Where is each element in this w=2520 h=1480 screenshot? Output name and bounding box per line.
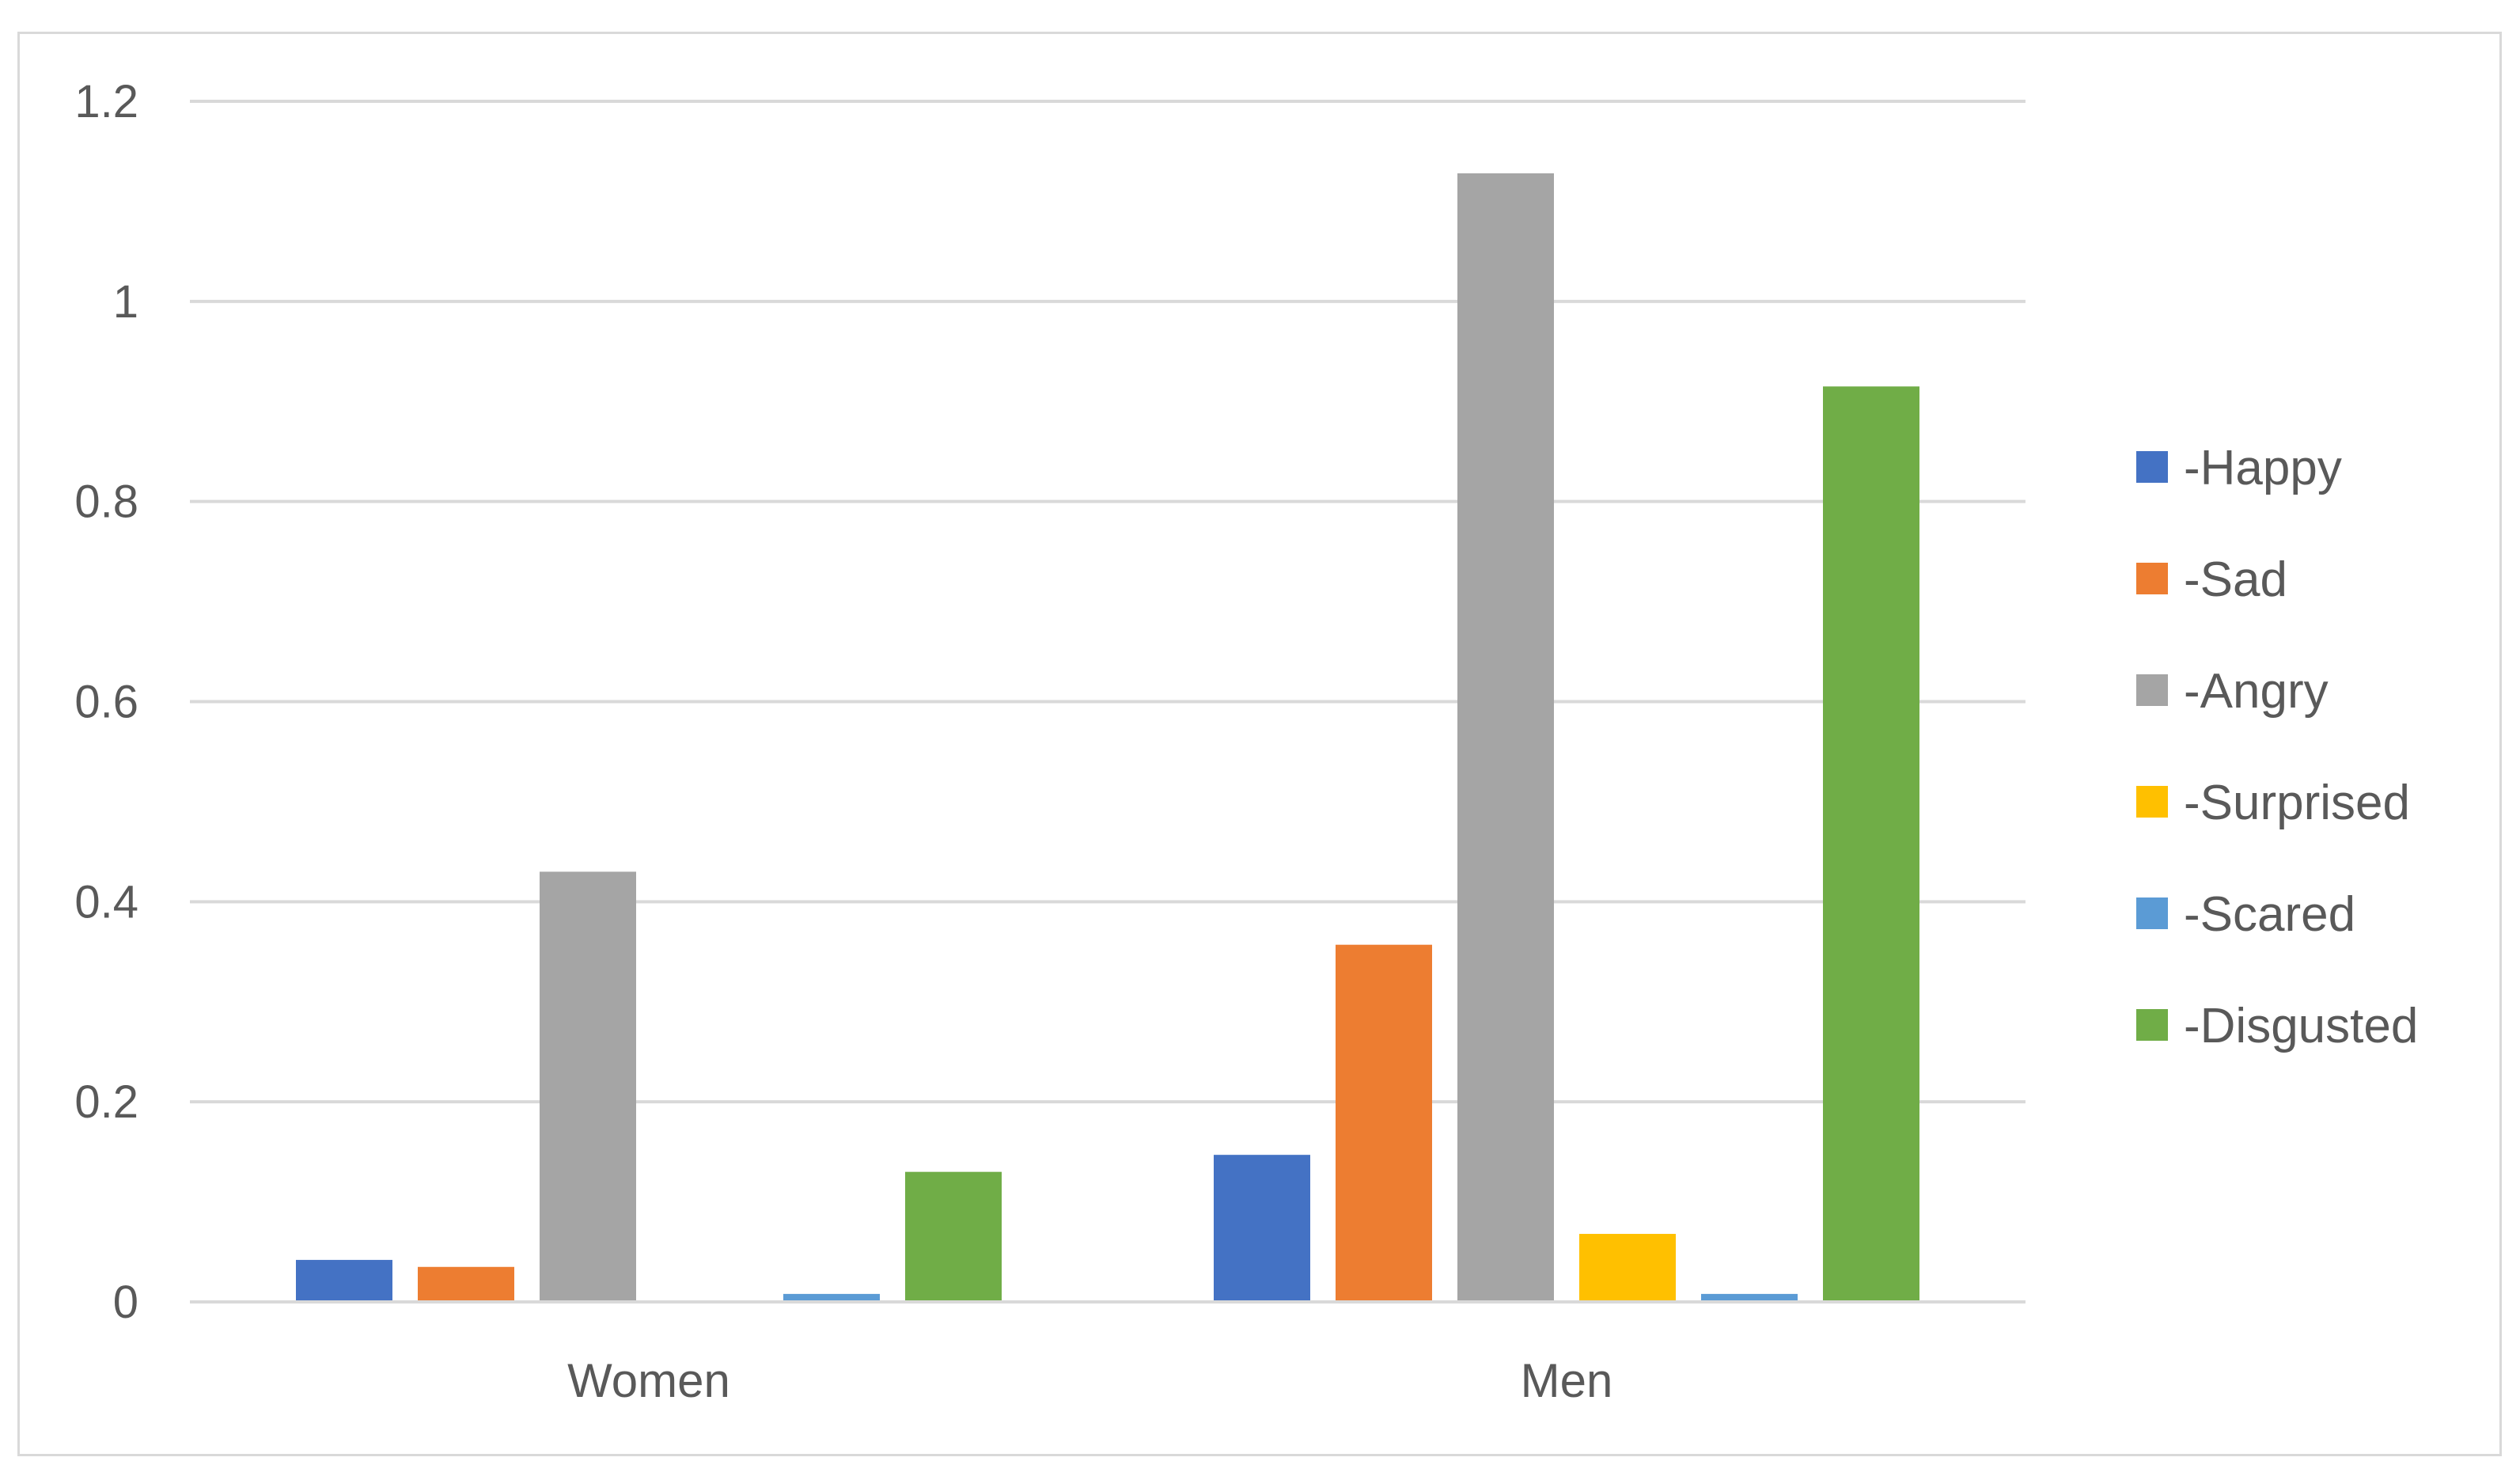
legend-swatch (2136, 674, 2168, 706)
bars (296, 173, 1919, 1303)
legend: -Happy -Sad -Angry -Surprised -Scared -Disgus… (2136, 441, 2418, 1053)
bar-men-disgusted (1823, 386, 1919, 1303)
y-tick-label: 0.2 (74, 1076, 138, 1128)
x-category-label: Women (567, 1354, 730, 1407)
legend-label: -Happy (2184, 441, 2342, 495)
y-tick-label: 0.4 (74, 876, 138, 928)
bar-women-happy (296, 1259, 392, 1302)
legend-swatch (2136, 563, 2168, 594)
x-category-label: Men (1521, 1354, 1613, 1407)
bar-men-sad (1336, 944, 1432, 1302)
legend-swatch (2136, 786, 2168, 818)
legend-label: -Surprised (2184, 776, 2410, 830)
y-axis-tick-labels: 0 0.2 0.4 0.6 0.8 1 1.2 (74, 76, 138, 1328)
legend-label: -Sad (2184, 552, 2287, 607)
y-tick-label: 1.2 (74, 76, 138, 127)
gridlines (190, 100, 2025, 1104)
y-tick-label: 1 (113, 276, 138, 328)
x-axis: Women Men (190, 1300, 2025, 1407)
y-tick-label: 0 (113, 1277, 138, 1328)
legend-label: -Angry (2184, 664, 2329, 719)
bar-men-surprised (1579, 1234, 1676, 1302)
legend-label: -Disgusted (2184, 999, 2418, 1053)
legend-swatch (2136, 451, 2168, 483)
legend-swatch (2136, 1009, 2168, 1041)
legend-label: -Scared (2184, 887, 2355, 942)
bar-women-angry (540, 871, 636, 1302)
y-tick-label: 0.6 (74, 677, 138, 728)
bar-women-disgusted (905, 1171, 1002, 1302)
bar-men-angry (1457, 173, 1554, 1302)
bar-men-happy (1214, 1155, 1310, 1302)
legend-swatch (2136, 897, 2168, 929)
bar-women-sad (418, 1266, 514, 1302)
bar-women-scared (783, 1293, 880, 1302)
y-tick-label: 0.8 (74, 476, 138, 528)
bar-men-scared (1701, 1293, 1798, 1302)
